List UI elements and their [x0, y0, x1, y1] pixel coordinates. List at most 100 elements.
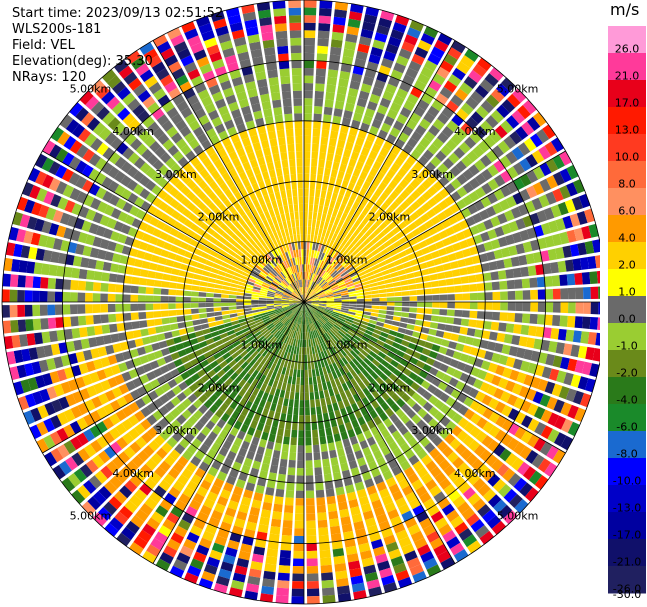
velocity-cell — [431, 99, 444, 112]
velocity-cell — [270, 426, 278, 435]
velocity-cell — [371, 309, 380, 314]
velocity-cell — [312, 242, 316, 251]
velocity-cell — [259, 239, 267, 248]
velocity-cell — [309, 257, 313, 265]
velocity-cell — [68, 353, 78, 365]
velocity-cell — [261, 315, 270, 321]
velocity-cell — [123, 275, 133, 284]
velocity-cell — [308, 290, 314, 297]
velocity-cell — [264, 178, 272, 188]
velocity-cell — [364, 478, 375, 489]
velocity-cell — [380, 401, 390, 412]
velocity-cell — [490, 271, 499, 281]
velocity-cell — [199, 415, 209, 426]
velocity-cell — [423, 253, 433, 262]
velocity-cell — [286, 287, 293, 293]
velocity-cell — [370, 399, 380, 409]
velocity-cell — [359, 170, 368, 181]
velocity-cell — [114, 184, 126, 197]
velocity-cell — [306, 558, 318, 567]
velocity-cell — [391, 430, 402, 441]
velocity-cell — [198, 22, 213, 35]
velocity-cell — [196, 432, 207, 443]
velocity-cell — [348, 560, 361, 570]
velocity-cell — [402, 74, 415, 86]
velocity-cell — [371, 118, 382, 129]
velocity-cell — [119, 255, 129, 265]
velocity-cell — [213, 307, 222, 312]
velocity-cell — [548, 220, 559, 233]
velocity-cell — [527, 434, 540, 448]
velocity-cell — [477, 302, 486, 310]
velocity-cell — [242, 161, 252, 171]
velocity-cell — [251, 553, 264, 563]
colorbar-tick-label: 6.0 — [618, 205, 636, 218]
velocity-cell — [71, 489, 86, 505]
velocity-cell — [319, 7, 332, 17]
velocity-cell — [340, 63, 352, 73]
velocity-cell — [560, 302, 569, 314]
velocity-cell — [197, 89, 210, 101]
velocity-cell — [528, 470, 543, 485]
velocity-cell — [315, 398, 321, 407]
velocity-cell — [306, 580, 320, 589]
velocity-cell — [375, 171, 385, 181]
velocity-cell — [243, 112, 254, 123]
velocity-cell — [227, 539, 240, 550]
velocity-cell — [331, 314, 339, 319]
velocity-cell — [137, 529, 152, 543]
velocity-cell — [253, 429, 263, 439]
velocity-cell — [409, 564, 424, 576]
velocity-cell — [453, 475, 466, 489]
velocity-cell — [176, 392, 187, 402]
velocity-cell — [434, 39, 449, 53]
velocity-cell — [251, 297, 259, 300]
velocity-cell — [304, 377, 309, 386]
velocity-cell — [449, 260, 459, 270]
velocity-cell — [277, 274, 284, 281]
velocity-cell — [360, 28, 374, 39]
velocity-cell — [85, 459, 99, 474]
velocity-cell — [589, 271, 598, 284]
velocity-cell — [346, 266, 355, 273]
velocity-cell — [48, 161, 61, 176]
velocity-cell — [96, 435, 109, 449]
velocity-cell — [324, 273, 331, 281]
velocity-cell — [386, 230, 395, 239]
velocity-cell — [207, 342, 217, 350]
velocity-cell — [432, 204, 443, 215]
velocity-cell — [36, 346, 46, 359]
velocity-cell — [64, 328, 73, 340]
velocity-cell — [268, 272, 276, 279]
velocity-cell — [168, 486, 181, 499]
velocity-cell — [242, 11, 257, 22]
velocity-cell — [268, 472, 277, 481]
velocity-cell — [468, 439, 481, 452]
velocity-cell — [241, 271, 250, 278]
velocity-cell — [249, 506, 261, 517]
velocity-cell — [146, 427, 159, 439]
velocity-cell — [479, 530, 495, 545]
velocity-cell — [484, 350, 494, 361]
velocity-cell — [357, 222, 365, 231]
velocity-cell — [324, 323, 331, 330]
velocity-cell — [224, 396, 233, 406]
velocity-cell — [173, 336, 182, 344]
velocity-cell — [139, 175, 151, 187]
velocity-cell — [395, 264, 405, 271]
velocity-cell — [92, 512, 107, 527]
velocity-cell — [267, 334, 274, 342]
velocity-cell — [153, 350, 164, 359]
velocity-cell — [92, 236, 103, 248]
velocity-cell — [122, 113, 136, 126]
velocity-cell — [318, 428, 326, 437]
velocity-cell — [292, 307, 299, 313]
velocity-cell — [421, 92, 434, 105]
velocity-cell — [298, 296, 304, 302]
velocity-cell — [449, 358, 460, 368]
velocity-cell — [437, 32, 453, 46]
velocity-cell — [326, 495, 336, 505]
velocity-cell — [399, 211, 409, 221]
velocity-cell — [360, 503, 372, 513]
velocity-cell — [368, 586, 383, 597]
